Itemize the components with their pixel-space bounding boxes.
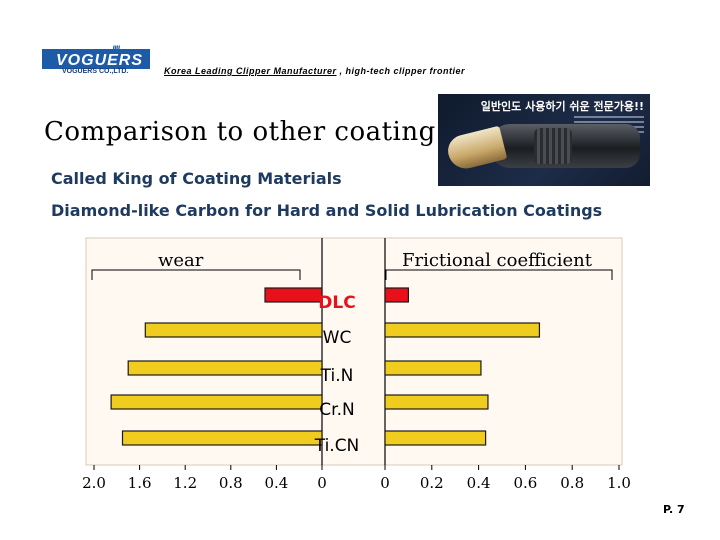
- logo-company-name: VOGUERS CO.,LTD.: [62, 68, 129, 75]
- category-label-dlc: DLC: [318, 293, 355, 313]
- friction-bar-ti-n: [384, 360, 482, 376]
- logo-badge: VOGUERS: [42, 49, 150, 69]
- wear-tick-label: 2.0: [82, 474, 106, 492]
- category-label-ti-cn: Ti.CN: [314, 436, 360, 456]
- friction-series-title: Frictional coefficient: [402, 250, 593, 271]
- tagline-underlined: Korea Leading Clipper Manufacturer: [164, 66, 337, 76]
- subtitle-king-of-coating: Called King of Coating Materials: [51, 169, 342, 188]
- wear-bar-ti-n: [127, 360, 323, 376]
- subtitle-dlc-description: Diamond-like Carbon for Hard and Solid L…: [51, 201, 603, 220]
- friction-tick-label: 1.0: [607, 474, 631, 492]
- wear-tick-label: 0: [317, 474, 327, 492]
- wear-bar-ti-cn: [121, 430, 323, 446]
- wear-tick-label: 1.2: [173, 474, 197, 492]
- friction-tick-label: 0.4: [467, 474, 491, 492]
- wear-bar-wc: [144, 322, 323, 338]
- clipper-grip-image: [534, 128, 572, 164]
- friction-bar-dlc: [384, 287, 409, 303]
- friction-tick-label: 0.2: [420, 474, 444, 492]
- photo-caption: 일반인도 사용하기 쉬운 전문가용!!: [480, 100, 644, 113]
- product-photo: 일반인도 사용하기 쉬운 전문가용!!: [438, 94, 650, 186]
- friction-panel-bracket: [385, 269, 613, 280]
- logo-wordmark: VOGUERS: [56, 52, 144, 69]
- page-number: P. 7: [663, 503, 685, 516]
- category-label-cr-n: Cr.N: [319, 400, 354, 420]
- friction-tick-label: 0.6: [513, 474, 537, 492]
- wear-tick-label: 0.4: [264, 474, 288, 492]
- wear-tick-label: 1.6: [128, 474, 152, 492]
- wear-series-title: wear: [158, 250, 204, 271]
- friction-bar-cr-n: [384, 394, 489, 410]
- wear-tick-label: 0.8: [219, 474, 243, 492]
- wear-bar-dlc: [264, 287, 323, 303]
- wear-bar-cr-n: [110, 394, 323, 410]
- chart-plot-area: [85, 237, 623, 466]
- tagline: Korea Leading Clipper Manufacturer , hig…: [164, 66, 465, 76]
- friction-tick-label: 0: [380, 474, 390, 492]
- category-label-wc: WC: [323, 328, 352, 348]
- tagline-rest: , high-tech clipper frontier: [339, 66, 466, 76]
- friction-bar-wc: [384, 322, 541, 338]
- friction-bar-ti-cn: [384, 430, 487, 446]
- friction-tick-label: 0.8: [560, 474, 584, 492]
- company-logo: //// VOGUERS VOGUERS CO.,LTD.: [42, 45, 154, 79]
- category-label-ti-n: Ti.N: [320, 366, 354, 386]
- wear-panel-bracket: [91, 269, 301, 280]
- page-title: Comparison to other coating: [44, 117, 436, 147]
